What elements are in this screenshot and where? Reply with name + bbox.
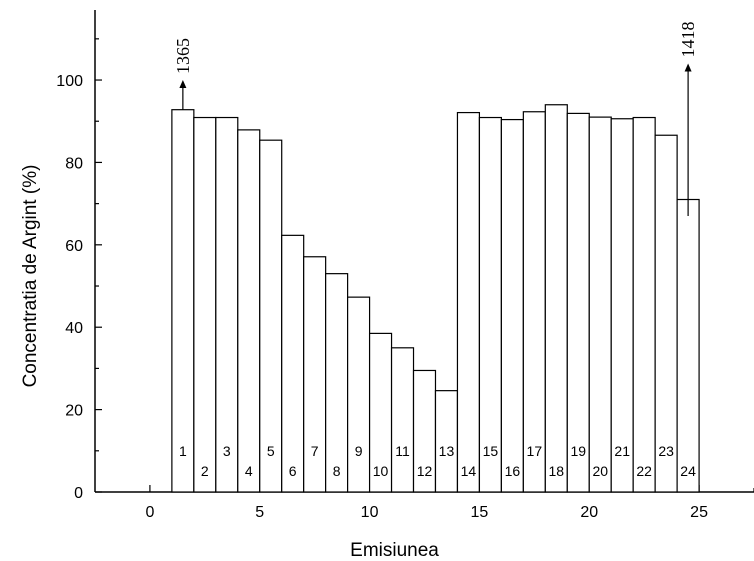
bar-23 (654, 134, 678, 493)
bar-label-21: 21 (614, 443, 630, 459)
bar-21 (610, 118, 634, 493)
bar-3 (215, 116, 239, 493)
x-tick-label: 15 (471, 504, 489, 521)
y-tick-label: 40 (65, 320, 83, 337)
bar-label-11: 11 (395, 443, 410, 459)
bar-20 (588, 116, 612, 493)
x-tick-label: 0 (145, 504, 154, 521)
x-axis-title: Emisiunea (350, 540, 439, 561)
bar-6 (281, 234, 305, 493)
y-tick-label: 20 (65, 403, 83, 420)
y-tick-label: 0 (74, 485, 83, 502)
bar-19 (566, 112, 590, 493)
bar-label-9: 9 (355, 443, 363, 459)
bar-5 (259, 139, 283, 493)
bar-label-24: 24 (680, 463, 696, 479)
bar-label-4: 4 (245, 463, 253, 479)
bar-label-19: 19 (570, 443, 586, 459)
bar-24 (676, 198, 700, 493)
bar-label-12: 12 (417, 463, 433, 479)
bar-17 (522, 111, 546, 493)
bar-14 (456, 111, 481, 493)
bar-label-7: 7 (311, 443, 319, 459)
y-tick-label: 100 (56, 73, 83, 90)
bar-label-23: 23 (658, 443, 674, 459)
bar-label-10: 10 (373, 463, 389, 479)
bar-label-14: 14 (461, 463, 477, 479)
bar-11 (390, 347, 415, 493)
bar-label-16: 16 (505, 463, 521, 479)
bar-label-15: 15 (483, 443, 499, 459)
bar-1 (171, 109, 195, 493)
annotation-label-1418: 1418 (678, 22, 698, 58)
bar-8 (325, 273, 349, 493)
bar-2 (193, 116, 217, 493)
bar-label-2: 2 (201, 463, 209, 479)
x-tick-label: 5 (255, 504, 264, 521)
y-axis-title: Concentratia de Argint (%) (20, 165, 41, 388)
annotation-arrow-head (179, 80, 187, 89)
bar-label-22: 22 (636, 463, 652, 479)
y-tick-label: 60 (65, 238, 83, 255)
bar-22 (632, 116, 656, 493)
y-tick-label: 80 (65, 155, 83, 172)
bar-label-20: 20 (592, 463, 608, 479)
bar-4 (237, 129, 261, 493)
bar-label-3: 3 (223, 443, 231, 459)
x-tick-label: 25 (690, 504, 708, 521)
bar-label-17: 17 (527, 443, 543, 459)
bar-13 (434, 390, 459, 493)
bar-label-6: 6 (289, 463, 297, 479)
bar-label-8: 8 (333, 463, 341, 479)
bar-15 (478, 116, 502, 493)
x-tick-label: 10 (361, 504, 379, 521)
bar-label-18: 18 (549, 463, 565, 479)
bar-label-5: 5 (267, 443, 275, 459)
annotation-arrow-head (684, 63, 692, 72)
bar-18 (544, 104, 568, 493)
bar-16 (500, 118, 524, 493)
annotation-label-1365: 1365 (173, 38, 193, 74)
bar-label-13: 13 (439, 443, 455, 459)
bar-9 (347, 296, 371, 493)
x-tick-label: 20 (580, 504, 598, 521)
bar-label-1: 1 (179, 443, 187, 459)
